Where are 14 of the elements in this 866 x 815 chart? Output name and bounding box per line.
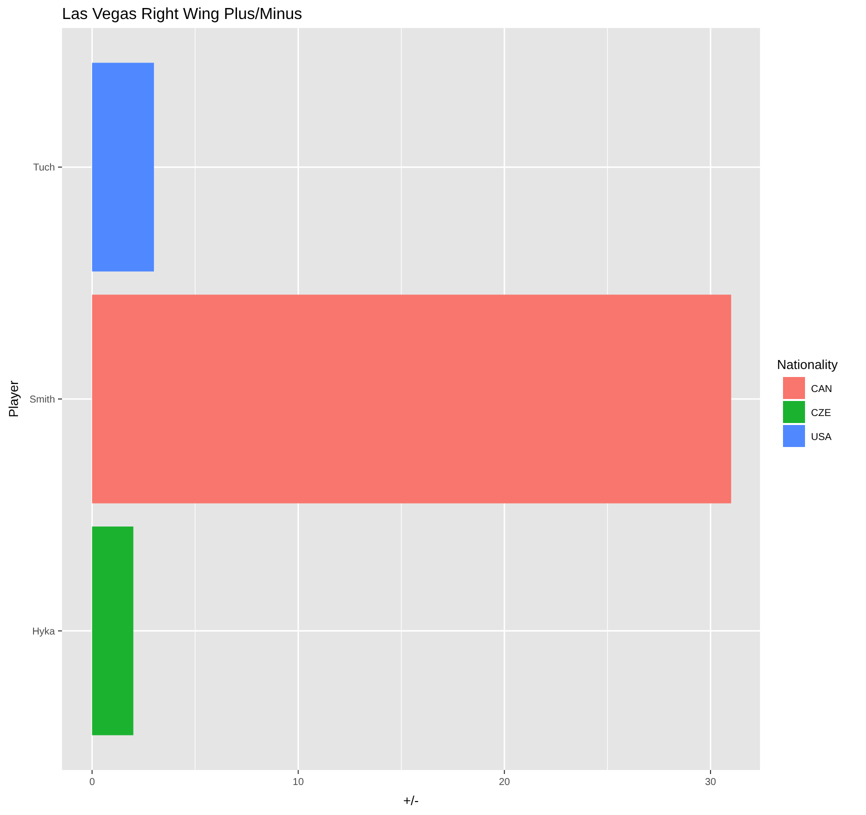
x-tick-label: 10 xyxy=(292,777,304,788)
chart-title: Las Vegas Right Wing Plus/Minus xyxy=(62,6,302,23)
legend-label: CAN xyxy=(811,384,832,395)
y-tick-label: Tuch xyxy=(33,162,55,174)
x-tick-label: 20 xyxy=(498,777,510,788)
x-axis-title: +/- xyxy=(403,793,419,808)
legend-label: USA xyxy=(811,432,832,443)
legend-label: CZE xyxy=(811,408,832,419)
y-axis-title: Player xyxy=(6,380,21,418)
y-tick-label: Smith xyxy=(29,394,55,406)
legend-title: Nationality xyxy=(777,357,838,372)
x-tick-label: 30 xyxy=(704,777,717,788)
x-tick-label: 0 xyxy=(89,777,96,788)
y-tick-label: Hyka xyxy=(32,626,56,638)
